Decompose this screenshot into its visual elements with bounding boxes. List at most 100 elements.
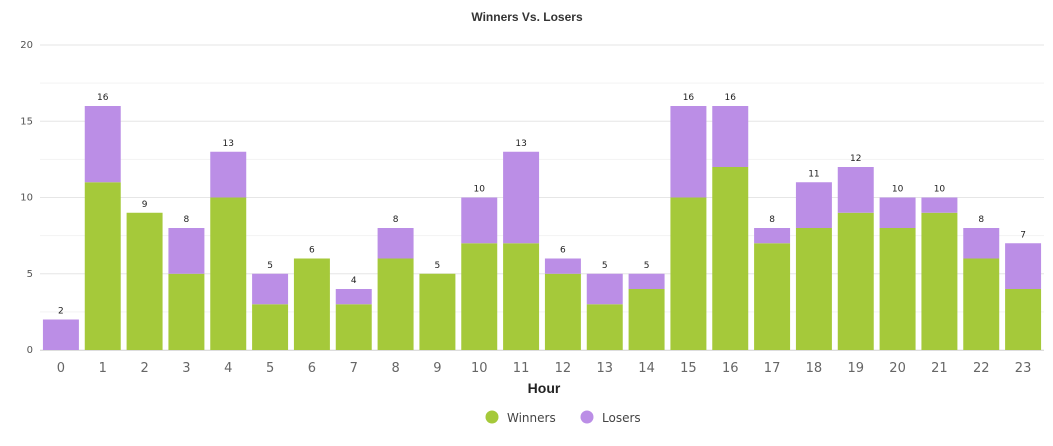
x-tick-label: 4 [224, 361, 232, 376]
data-label-13: 5 [602, 261, 608, 271]
x-axis-label: Hour [528, 380, 561, 396]
bar-winners-12 [544, 273, 581, 350]
bar-losers-17 [754, 228, 791, 244]
x-tick-label: 11 [513, 361, 530, 376]
bar-losers-1 [84, 106, 121, 183]
bar-winners-5 [252, 304, 289, 350]
bar-losers-21 [921, 197, 958, 213]
legend-swatch [580, 410, 594, 424]
x-tick-label: 17 [764, 361, 781, 376]
x-tick-label: 9 [433, 361, 441, 376]
data-label-12: 6 [560, 246, 566, 256]
data-label-22: 8 [978, 215, 984, 225]
legend-label: Winners [507, 411, 556, 425]
bar-losers-5 [252, 273, 289, 305]
data-label-5: 5 [267, 261, 273, 271]
bar-winners-8 [377, 258, 414, 350]
data-label-1: 16 [97, 93, 109, 103]
bar-losers-12 [544, 258, 581, 274]
data-label-19: 12 [850, 154, 861, 164]
data-label-16: 16 [725, 93, 737, 103]
bar-winners-11 [503, 243, 540, 350]
y-tick-label: 0 [27, 345, 33, 356]
data-label-20: 10 [892, 185, 904, 195]
x-tick-label: 20 [889, 361, 906, 376]
data-label-21: 10 [934, 185, 946, 195]
x-tick-label: 7 [350, 361, 358, 376]
legend-swatch [485, 410, 499, 424]
x-tick-label: 12 [555, 361, 572, 376]
bar-losers-11 [503, 151, 540, 244]
bar-winners-7 [335, 304, 372, 350]
chart-title: Winners Vs. Losers [471, 10, 583, 24]
bar-winners-13 [586, 304, 623, 350]
bar-winners-9 [419, 273, 456, 350]
x-tick-label: 1 [99, 361, 107, 376]
bar-losers-18 [795, 182, 832, 228]
data-label-23: 7 [1020, 230, 1026, 240]
x-tick-label: 5 [266, 361, 274, 376]
bar-winners-23 [1005, 289, 1042, 350]
bar-losers-19 [837, 167, 874, 213]
bar-losers-16 [712, 106, 749, 167]
data-labels: 2 16 9 8 13 5 6 4 8 5 10 13 6 5 5 16 16 8 11 12 10 10 8 7 [58, 93, 1026, 317]
x-tick-label: 0 [57, 361, 65, 376]
bar-winners-22 [963, 258, 1000, 350]
data-label-4: 13 [223, 139, 234, 149]
data-label-6: 6 [309, 246, 315, 256]
x-tick-label: 23 [1015, 361, 1032, 376]
bar-losers-3 [168, 228, 205, 274]
bar-losers-7 [335, 289, 372, 305]
data-label-10: 10 [474, 185, 486, 195]
bar-losers-14 [628, 273, 665, 289]
x-tick-label: 18 [806, 361, 823, 376]
x-tick-label: 22 [973, 361, 990, 376]
bar-winners-2 [126, 212, 163, 350]
bar-winners-17 [754, 243, 791, 350]
bar-winners-4 [210, 197, 247, 350]
bar-losers-22 [963, 228, 1000, 259]
bar-winners-14 [628, 289, 665, 350]
legend: Winners Losers [485, 410, 641, 426]
bar-losers-20 [879, 197, 916, 228]
bar-winners-10 [461, 243, 498, 350]
x-tick-label: 6 [308, 361, 316, 376]
bars [42, 106, 1042, 350]
data-label-7: 4 [351, 276, 357, 286]
y-axis-ticks: 0 5 10 15 20 [20, 40, 33, 356]
bar-losers-13 [586, 273, 623, 305]
x-tick-label: 2 [140, 361, 148, 376]
x-tick-label: 15 [680, 361, 697, 376]
x-tick-label: 10 [471, 361, 488, 376]
x-tick-label: 8 [391, 361, 399, 376]
data-label-3: 8 [184, 215, 190, 225]
data-label-11: 13 [515, 139, 526, 149]
bar-winners-3 [168, 273, 205, 350]
grid-lines [40, 44, 1044, 351]
bar-winners-20 [879, 228, 916, 350]
bar-winners-15 [670, 197, 707, 350]
bar-winners-21 [921, 212, 958, 350]
y-tick-label: 20 [20, 40, 33, 51]
bar-losers-10 [461, 197, 498, 244]
bar-losers-4 [210, 151, 247, 198]
bar-losers-15 [670, 106, 707, 198]
legend-item-winners[interactable]: Winners [485, 410, 556, 426]
bar-winners-18 [795, 228, 832, 350]
legend-item-losers[interactable]: Losers [580, 410, 641, 426]
data-label-15: 16 [683, 93, 695, 103]
bar-winners-16 [712, 167, 749, 350]
x-tick-label: 13 [596, 361, 613, 376]
data-label-2: 9 [142, 200, 148, 210]
x-tick-label: 14 [638, 361, 655, 376]
x-tick-label: 16 [722, 361, 739, 376]
data-label-17: 8 [769, 215, 775, 225]
data-label-8: 8 [393, 215, 399, 225]
x-tick-label: 21 [931, 361, 948, 376]
bar-winners-6 [293, 258, 330, 350]
x-axis-ticks: 0 1 2 3 4 5 6 7 8 9 10 11 12 13 14 15 16 17 18 19 20 21 22 23 [57, 361, 1032, 376]
x-tick-label: 3 [182, 361, 190, 376]
bar-losers-0 [42, 319, 79, 350]
x-tick-label: 19 [847, 361, 864, 376]
